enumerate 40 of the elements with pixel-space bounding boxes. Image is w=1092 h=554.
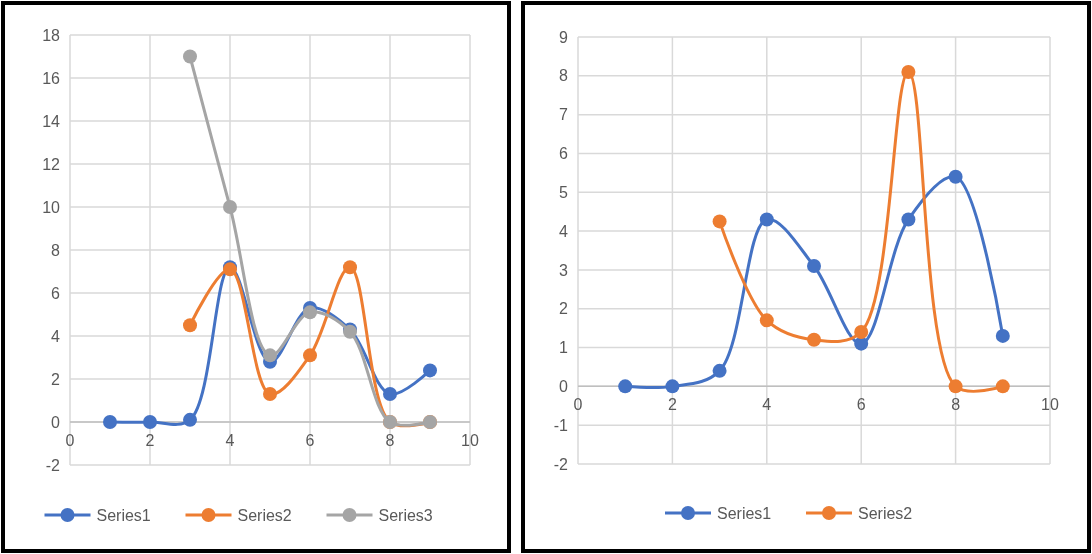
legend-label: Series1 [717,504,772,522]
y-tick-label: 8 [559,67,569,85]
y-tick-label: 16 [42,69,61,87]
x-tick-label: 10 [461,432,479,449]
y-tick-label: 12 [42,155,61,173]
legend-label: Series3 [378,506,433,524]
y-tick-label: 0 [51,413,61,431]
y-tick-label: 6 [559,145,569,163]
y-tick-label: 5 [559,183,569,201]
y-tick-label: -2 [45,456,61,474]
x-tick-label: 0 [65,432,75,449]
x-tick-label: 4 [762,396,772,414]
x-tick-label: 0 [573,396,583,414]
x-tick-label: 10 [1041,396,1059,414]
y-tick-label: 3 [559,261,569,279]
x-tick-label: 2 [145,432,155,449]
x-tick-label: 2 [667,396,677,414]
y-tick-label: 4 [559,222,569,240]
legend-label: Series1 [96,506,151,524]
y-tick-label: 18 [42,26,61,44]
y-tick-label: 9 [559,28,569,46]
y-tick-label: 4 [51,327,61,345]
y-tick-label: -2 [553,455,569,473]
x-tick-label: 6 [856,396,866,414]
y-tick-label: 6 [51,284,61,302]
y-tick-label: 0 [559,377,569,395]
y-tick-label: 8 [51,241,61,259]
y-tick-label: 7 [559,106,569,124]
x-tick-label: 8 [951,396,961,414]
y-tick-label: 2 [51,370,61,388]
y-tick-label: 1 [559,339,569,357]
y-tick-label: 2 [559,300,569,318]
x-tick-label: 8 [385,432,395,449]
y-tick-label: 10 [42,198,61,216]
x-tick-label: 4 [225,432,235,449]
y-tick-label: 14 [42,112,61,130]
legend-label: Series2 [237,506,292,524]
x-tick-label: 6 [305,432,315,449]
y-tick-label: -1 [553,416,569,434]
legend-label: Series2 [858,504,913,522]
